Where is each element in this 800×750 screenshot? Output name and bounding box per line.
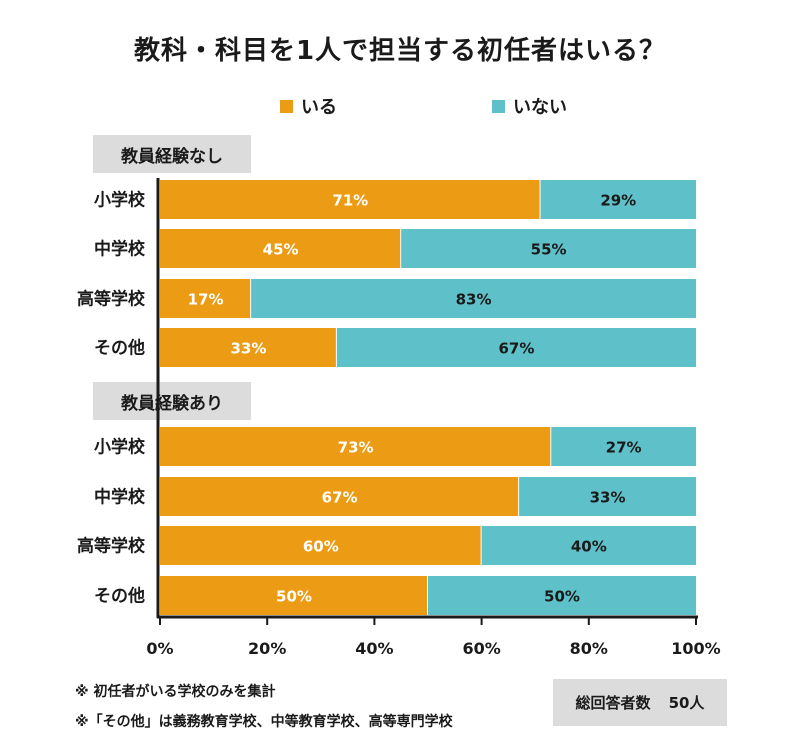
- category-label: 高等学校: [77, 289, 146, 310]
- note-aggregation: ※ 初任者がいる学校のみを集計: [75, 684, 276, 700]
- note-other-definition: ※「その他」は義務教育学校、中等教育学校、高等専門学校: [75, 714, 453, 730]
- data-label: 83%: [456, 291, 492, 309]
- bar-segment-yes: [160, 229, 401, 268]
- data-label: 33%: [590, 489, 626, 507]
- data-label: 67%: [322, 489, 358, 507]
- legend-swatch-yes: [280, 99, 293, 113]
- bar-segment-yes: [160, 180, 540, 219]
- bar-segment-no: [251, 279, 696, 318]
- data-label: 71%: [332, 192, 368, 210]
- data-label: 45%: [263, 241, 299, 259]
- data-label: 55%: [531, 241, 567, 259]
- total-respondents-box: 総回答者数 50人: [553, 679, 727, 726]
- x-tick-label: 60%: [462, 639, 500, 658]
- legend-item-yes: いる: [280, 95, 337, 118]
- data-label: 50%: [276, 588, 312, 606]
- bar-segment-yes: [160, 576, 427, 615]
- data-label: 60%: [303, 538, 339, 556]
- category-label: 小学校: [94, 437, 146, 458]
- x-tick-label: 100%: [671, 639, 720, 658]
- group-label-no-experience: 教員経験なし: [93, 135, 251, 173]
- legend-swatch-no: [492, 99, 505, 113]
- bar-segment-yes: [160, 427, 551, 466]
- total-respondents-label: 総回答者数: [575, 694, 651, 712]
- bar-segment-no: [519, 477, 696, 516]
- bar-segment-yes: [160, 328, 336, 367]
- data-label: 50%: [544, 588, 580, 606]
- bar-segment-no: [428, 576, 696, 615]
- category-label: その他: [94, 586, 145, 607]
- bar-segment-yes: [160, 477, 519, 516]
- bar-segment-no: [551, 427, 696, 466]
- category-label: 中学校: [94, 487, 146, 508]
- data-label: 40%: [571, 538, 607, 556]
- legend-item-no: いない: [492, 95, 567, 118]
- bar-segment-no: [481, 526, 696, 565]
- bar-segment-yes: [160, 526, 481, 565]
- group-label-with-experience: 教員経験あり: [93, 382, 251, 420]
- bar-segment-yes: [160, 279, 251, 318]
- x-tick-label: 40%: [355, 639, 393, 658]
- legend-label-no: いない: [513, 97, 567, 118]
- data-label: 33%: [230, 340, 266, 358]
- data-label: 73%: [338, 439, 374, 457]
- data-label: 67%: [498, 340, 534, 358]
- data-label: 17%: [188, 291, 224, 309]
- category-label: 中学校: [94, 239, 146, 260]
- data-label: 27%: [606, 439, 642, 457]
- stacked-bar-chart: 小学校 71% 29% 中学校 45% 55% 高等学校 17% 83% その他 33% 67% 小学校…: [77, 178, 721, 658]
- bar-segment-no: [336, 328, 696, 367]
- x-tick-label: 80%: [570, 639, 608, 658]
- category-label: その他: [94, 338, 145, 359]
- bar-segment-no: [401, 229, 696, 268]
- category-label: 高等学校: [77, 536, 146, 557]
- x-tick-label: 20%: [248, 639, 286, 658]
- bar-segment-no: [540, 180, 696, 219]
- chart-title: 教科・科目を1人で担当する初任者はいる？: [133, 36, 667, 66]
- x-tick-label: 0%: [146, 639, 173, 658]
- category-label: 小学校: [94, 190, 146, 211]
- legend-label-yes: いる: [301, 97, 337, 118]
- total-respondents-value: 50人: [668, 694, 705, 712]
- data-label: 29%: [600, 192, 636, 210]
